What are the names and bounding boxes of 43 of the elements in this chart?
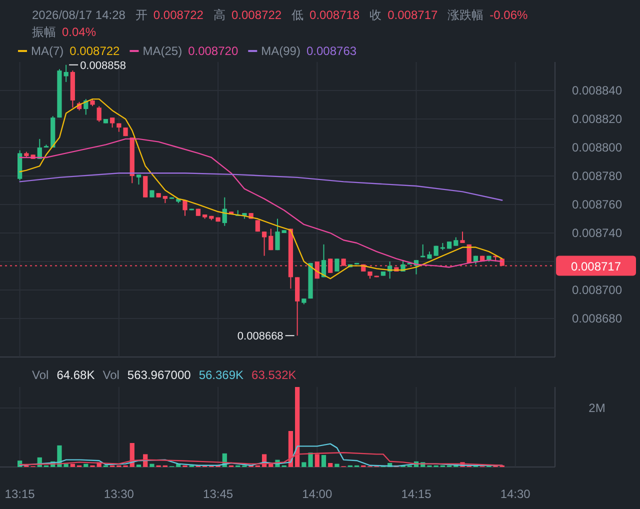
text: 涨跌幅 [448, 8, 484, 22]
text: 2M [588, 401, 606, 415]
text: 563.967000 [127, 368, 192, 382]
text: 0.008722 [70, 44, 120, 58]
text: 2026/08/17 14:28 [32, 8, 126, 22]
text: 0.008718 [310, 8, 360, 22]
text: 56.369K [198, 368, 244, 382]
text: 0.008722 [153, 8, 204, 22]
y-tick-label: 0.008680 [572, 312, 622, 326]
annotation: 0.008668 [237, 330, 284, 343]
y-tick-label: 0.008820 [572, 112, 622, 126]
x-tick-label: 14:15 [401, 487, 432, 501]
text: 0.04% [62, 25, 96, 39]
x-tick-label: 14:30 [500, 487, 531, 501]
text: 低 [292, 8, 304, 22]
text: 0.008720 [188, 44, 238, 58]
y-tick-label: 0.008800 [572, 140, 622, 155]
y-tick-label: 0.008740 [572, 226, 622, 240]
y-tick-label: 0.008760 [572, 198, 622, 212]
y-tick-label: 0.008700 [572, 283, 622, 298]
legend-label: MA(7) [31, 44, 64, 58]
text: 0.008763 [306, 44, 357, 58]
text: 0.008717 [388, 8, 438, 22]
y-tick-label: 0.008780 [572, 169, 622, 184]
text: 开 [135, 8, 148, 22]
x-tick-label: 13:30 [104, 487, 134, 501]
x-tick-label: 14:00 [302, 487, 332, 501]
y-tick-label: 0.008840 [572, 84, 622, 98]
ref-line-label: 0.008717 [570, 259, 622, 274]
legend-label: MA(99) [261, 44, 300, 58]
annotation: 0.008858 [80, 60, 126, 72]
text: 收 [370, 8, 382, 22]
x-tick-label: 13:45 [203, 487, 234, 501]
x-tick-label: 13:15 [4, 487, 36, 501]
legend-label: MA(25) [142, 44, 182, 58]
text: -0.06% [490, 8, 528, 22]
text: 64.68K [56, 368, 95, 382]
text: 高 [213, 8, 226, 22]
text: 振幅 [32, 25, 56, 39]
text: 0.008722 [231, 8, 282, 22]
text: 63.532K [252, 368, 296, 382]
text: Vol [32, 368, 49, 382]
text: Vol [102, 368, 120, 382]
